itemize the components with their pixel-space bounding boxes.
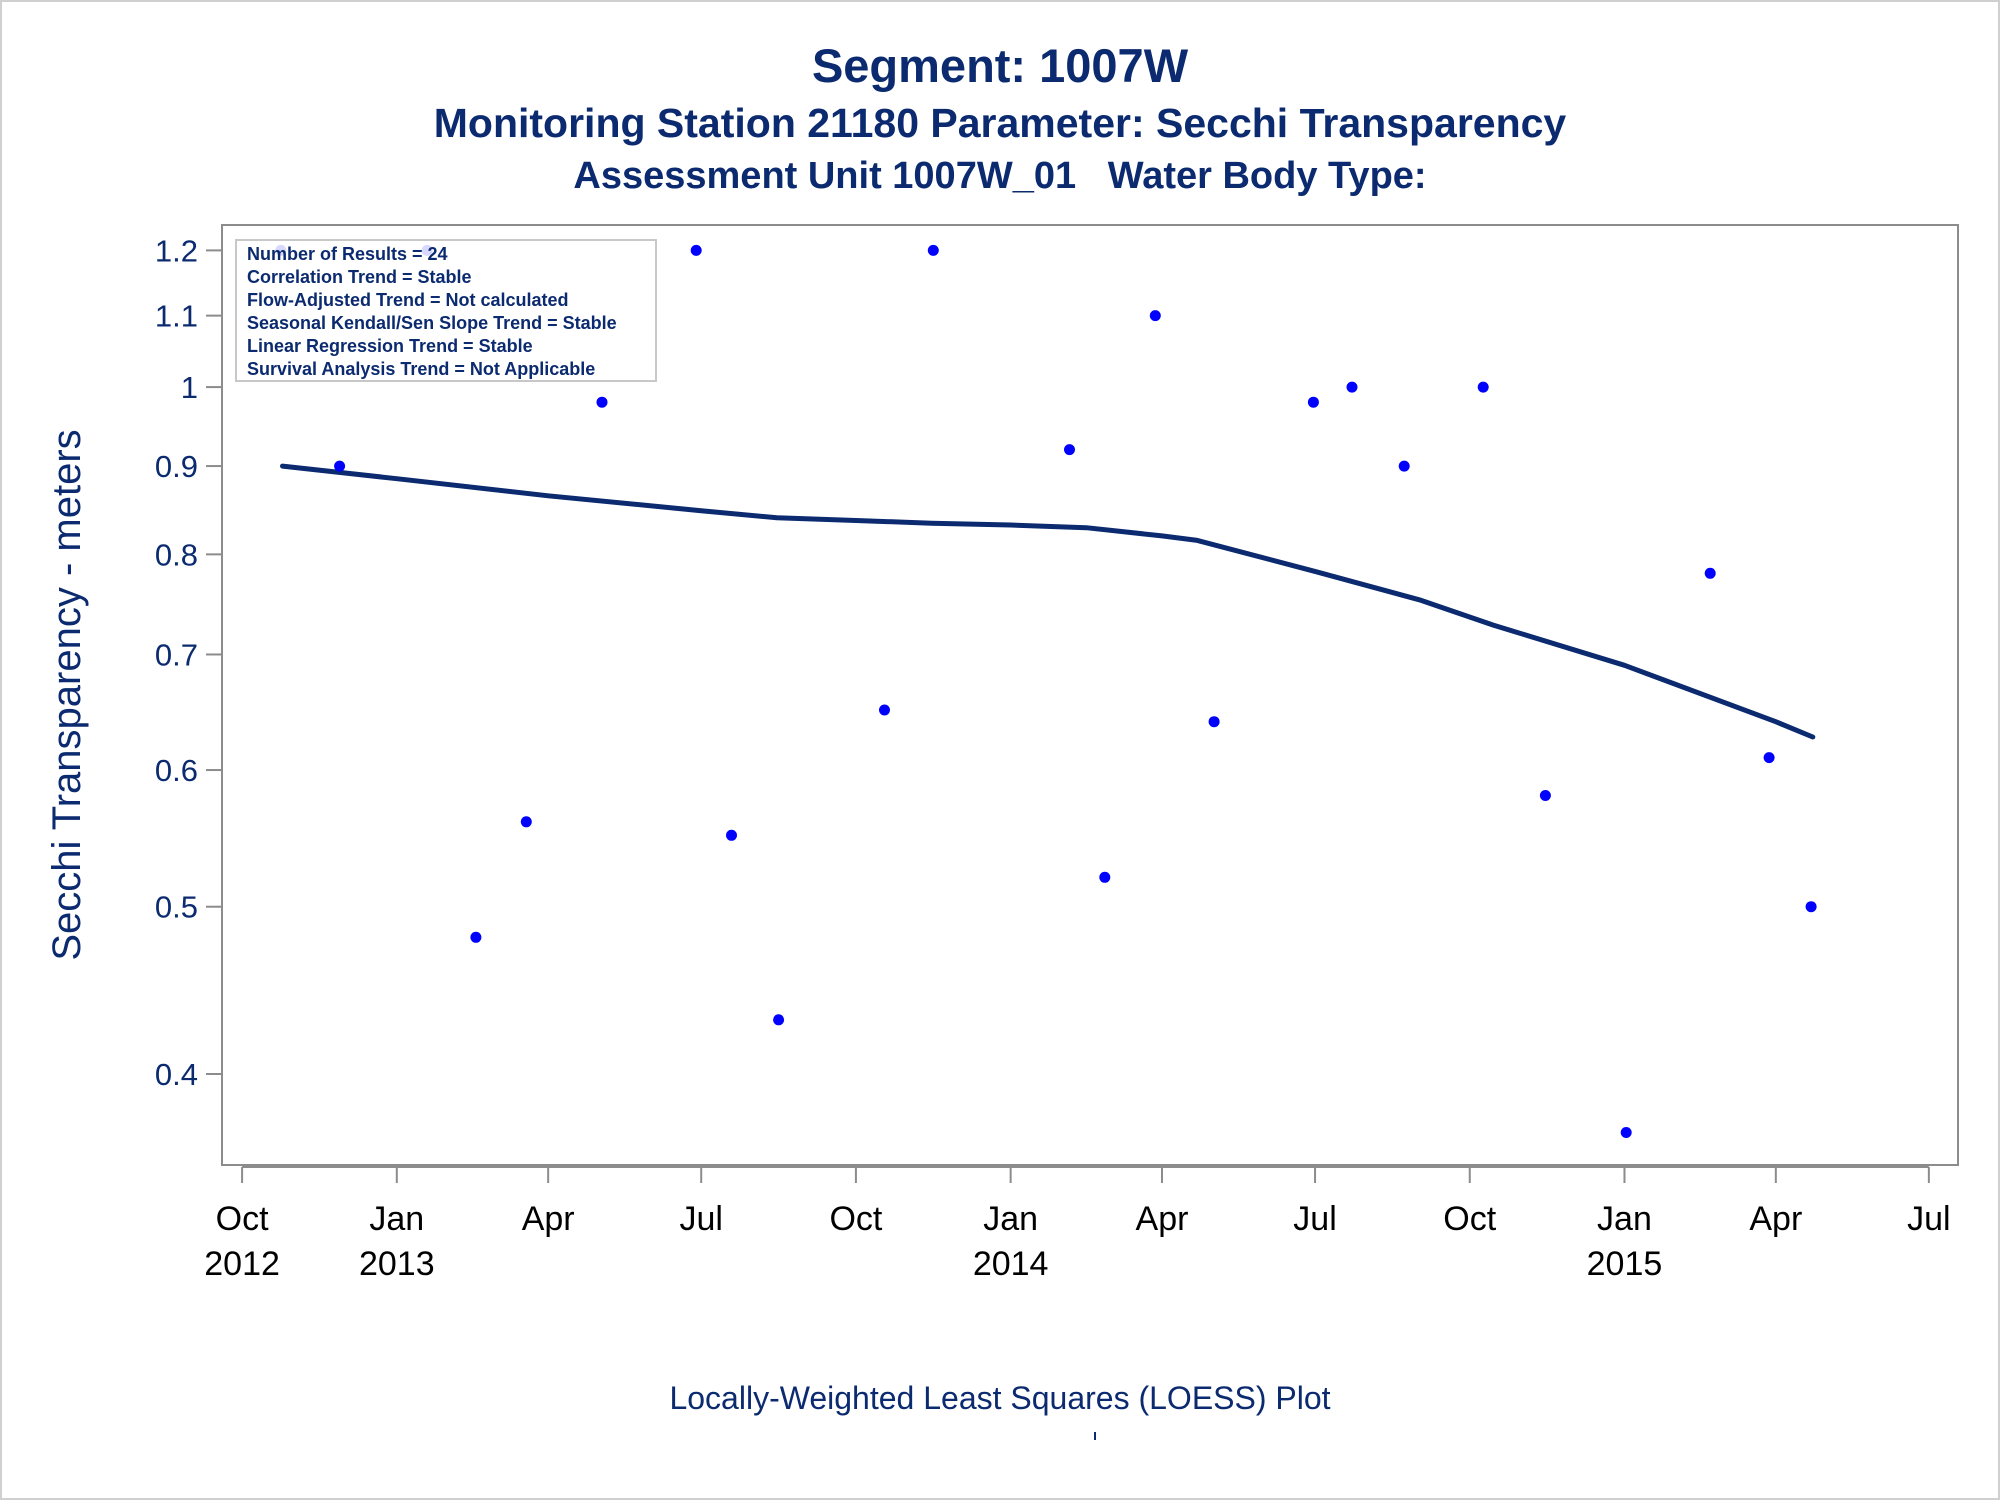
data-point <box>690 244 702 256</box>
y-tick-label: 0.9 <box>155 449 198 484</box>
y-axis: 0.4 0.5 0.6 0.7 0.8 0.9 1 1.1 1.2 <box>155 233 222 1092</box>
data-point <box>1307 396 1319 408</box>
data-point <box>520 816 532 828</box>
x-tick-label-month: Apr <box>1749 1200 1802 1238</box>
data-point <box>1477 381 1489 393</box>
data-point <box>1064 444 1075 456</box>
x-tick-label-month: Jan <box>1597 1200 1652 1238</box>
legend-entry: Flow-Adjusted Trend = Not calculated <box>247 290 569 310</box>
x-tick-label-month: Oct <box>1443 1200 1496 1238</box>
x-tick-label-month: Jul <box>1293 1200 1336 1238</box>
x-tick-label-year: 2012 <box>204 1245 280 1283</box>
legend-entry: Number of Results = 24 <box>247 244 448 264</box>
y-tick-label: 0.4 <box>155 1057 198 1092</box>
y-tick-label: 1.1 <box>155 299 198 334</box>
x-tick-label-month: Apr <box>522 1200 575 1238</box>
data-point <box>726 829 737 841</box>
data-point <box>1620 1127 1632 1138</box>
x-tick-label-month: Apr <box>1136 1200 1189 1238</box>
y-tick-label: 0.6 <box>155 753 198 788</box>
legend-entry: Correlation Trend = Stable <box>247 267 472 287</box>
legend-entry: Survival Analysis Trend = Not Applicable <box>247 359 595 379</box>
data-point <box>1346 381 1358 393</box>
data-point <box>470 931 482 943</box>
x-tick-label-month: Oct <box>216 1200 269 1238</box>
data-point <box>1149 310 1161 322</box>
x-tick-label-year: 2015 <box>1587 1245 1663 1283</box>
data-point <box>1539 790 1551 801</box>
data-point <box>1398 460 1410 472</box>
legend: Number of Results = 24 Correlation Trend … <box>235 239 657 382</box>
data-point <box>773 1014 785 1026</box>
x-tick-label-month: Oct <box>829 1200 882 1238</box>
y-axis-label: Secchi Transparency - meters <box>45 429 89 960</box>
x-tick-label-year: 2013 <box>359 1245 435 1283</box>
chart-title: Segment: 1007W <box>811 39 1189 92</box>
y-tick-label: 1.2 <box>155 233 198 268</box>
data-point <box>1805 901 1817 913</box>
chart-subtitle: Monitoring Station 21180 Parameter: Secc… <box>433 100 1567 146</box>
chart-subtitle-assessment: Assessment Unit 1007W_01 Water Body Type… <box>573 155 1427 197</box>
x-tick-label-month: Jul <box>679 1200 722 1238</box>
loess-line <box>280 463 1816 740</box>
x-tick-label-month: Jan <box>983 1200 1038 1238</box>
data-point <box>1704 567 1716 579</box>
legend-entry: Linear Regression Trend = Stable <box>247 336 533 356</box>
data-point <box>1208 716 1220 728</box>
y-tick-label: 0.7 <box>155 637 198 672</box>
y-tick-label: 0.8 <box>155 537 198 572</box>
data-point <box>596 396 608 408</box>
y-tick-label: 1 <box>181 370 198 405</box>
x-axis: Oct 2012 Jan 2013 Apr Jul Oct Jan 2014 Apr Jul Oct J… <box>204 1166 1951 1283</box>
y-tick-label: 0.5 <box>155 890 198 925</box>
data-point <box>334 460 346 472</box>
data-point <box>1099 871 1111 883</box>
legend-box <box>235 239 657 382</box>
data-point <box>879 704 890 716</box>
x-tick-label-month: Jan <box>369 1200 424 1238</box>
footnote-mark <box>1094 1432 1096 1440</box>
loess-layer <box>280 463 1816 740</box>
footnote: Locally-Weighted Least Squares (LOESS) P… <box>669 1380 1331 1416</box>
x-tick-label-year: 2014 <box>973 1245 1049 1283</box>
data-point <box>927 244 939 256</box>
x-tick-label-month: Jul <box>1907 1200 1950 1238</box>
legend-entry: Seasonal Kendall/Sen Slope Trend = Stabl… <box>247 313 617 333</box>
data-point <box>1763 752 1775 764</box>
